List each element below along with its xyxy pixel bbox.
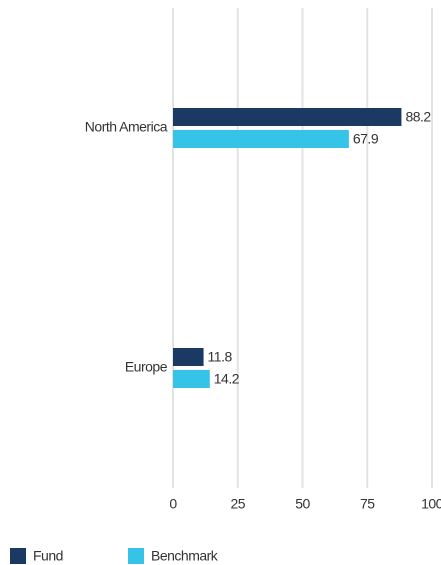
bar <box>173 348 204 366</box>
value-label: 88.2 <box>405 109 431 125</box>
legend-swatch <box>10 548 26 564</box>
y-tick-label: North America <box>85 119 168 135</box>
legend-label: Benchmark <box>151 548 219 564</box>
legend-swatch <box>128 548 144 564</box>
y-tick-label: Europe <box>125 359 168 375</box>
value-label: 67.9 <box>353 131 379 147</box>
x-tick-label: 50 <box>295 496 310 512</box>
x-tick-label: 100 <box>421 496 441 512</box>
x-tick-label: 0 <box>169 496 177 512</box>
legend-label: Fund <box>33 548 63 564</box>
bar <box>173 370 210 388</box>
bar <box>173 130 349 148</box>
value-label: 11.8 <box>208 349 233 365</box>
x-tick-label: 25 <box>230 496 245 512</box>
x-tick-label: 75 <box>360 496 375 512</box>
bar <box>173 108 402 126</box>
value-label: 14.2 <box>214 371 240 387</box>
